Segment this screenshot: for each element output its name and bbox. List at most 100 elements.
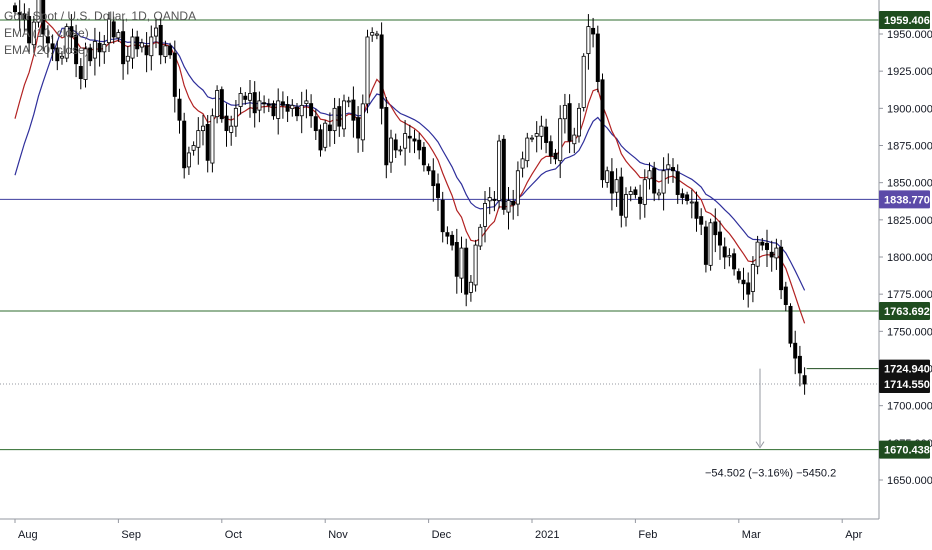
candle-down [652, 167, 657, 194]
price-tag-1838.770: 1838.770 [879, 190, 930, 209]
candle-up [92, 41, 97, 59]
candle-down [262, 102, 267, 105]
candle-down [294, 106, 299, 117]
price-tag-bg [879, 440, 930, 459]
candle-down [440, 199, 445, 233]
candle-up [656, 192, 661, 196]
candle-down [553, 152, 558, 160]
candle-down [384, 107, 389, 166]
price-tick-label: 1925.000 [887, 66, 932, 78]
candle-down [722, 246, 727, 258]
candle-up [727, 255, 732, 258]
candle-up [299, 104, 304, 117]
candle-up [238, 93, 243, 107]
candle-down [22, 13, 27, 20]
price-tick-label: 1825.000 [887, 215, 932, 227]
price-tick-label: 1850.000 [887, 178, 932, 190]
candle-down [27, 16, 32, 44]
candle-up [139, 42, 144, 48]
candle-down [55, 47, 60, 62]
candle-down [680, 193, 685, 198]
candle-down [435, 183, 440, 198]
candle-up [191, 145, 196, 151]
legend-ema10[interactable]: EMA (10, close) [4, 26, 89, 40]
candle-down [450, 234, 455, 246]
candle-up [229, 125, 234, 133]
candle-up [562, 104, 567, 120]
candle-down [271, 103, 276, 117]
candle-down [779, 246, 784, 291]
candle-up [257, 100, 262, 111]
price-tag-bg [879, 359, 930, 378]
candle-down [285, 104, 290, 112]
candle-down [431, 170, 436, 187]
candle-down [619, 176, 624, 216]
price-range-measure: −54.502 (−3.16%) −5450.2 [705, 368, 836, 480]
candle-up [332, 107, 337, 132]
candle-down [168, 45, 173, 56]
candle-up [365, 36, 370, 105]
candle-down [760, 241, 765, 246]
candle-up [233, 107, 238, 127]
price-tag-bg [879, 190, 930, 209]
candle-down [703, 226, 708, 265]
candle-up [581, 55, 586, 108]
candle-up [102, 44, 107, 53]
price-tag-label: 1838.770 [884, 194, 930, 206]
candle-down [41, 0, 46, 35]
candle-down [280, 101, 285, 106]
price-tag-1724.940: 1724.940 [879, 359, 930, 378]
candle-down [718, 231, 723, 246]
candle-up [346, 100, 351, 103]
measure-arrow-head [755, 441, 765, 449]
time-tick-label: Nov [328, 529, 348, 541]
candle-up [83, 48, 88, 80]
candle-down [765, 242, 770, 250]
candle-down [492, 198, 497, 201]
time-tick-label: Sep [121, 529, 141, 541]
candle-down [633, 189, 638, 195]
price-tag-label: 1670.438 [884, 445, 930, 457]
price-tag-bg [879, 11, 930, 30]
candle-down [158, 24, 163, 56]
candle-up [210, 115, 215, 164]
candle-up [116, 32, 121, 39]
candle-up [647, 170, 652, 180]
candle-down [309, 103, 314, 117]
ema-lines [14, 17, 806, 324]
candle-up [515, 170, 520, 205]
candle-down [417, 139, 422, 151]
candle-up [360, 103, 365, 141]
candle-down [501, 138, 506, 210]
price-tag-1959.406: 1959.406 [879, 11, 930, 30]
candle-up [642, 179, 647, 205]
candle-up [468, 281, 473, 293]
price-tick-label: 1875.000 [887, 141, 932, 153]
candle-down [793, 342, 798, 359]
candle-down [595, 33, 600, 82]
candle-down [511, 200, 516, 206]
candle-up [572, 134, 577, 145]
candle-up [64, 26, 69, 59]
candle-down [732, 253, 737, 270]
legend-ema20[interactable]: EMA (20, close) [4, 43, 89, 57]
candle-up [661, 170, 666, 194]
candle-up [750, 264, 755, 292]
candle-up [196, 130, 201, 148]
candle-up [125, 55, 130, 62]
candle-up [689, 201, 694, 204]
price-tag-bg [879, 301, 930, 320]
candle-up [60, 55, 65, 59]
price-tick-label: 1775.000 [887, 289, 932, 301]
candle-down [177, 98, 182, 121]
candle-up [520, 158, 525, 169]
candle-up [605, 170, 610, 183]
price-tick-label: 1650.000 [887, 475, 932, 487]
legend-symbol[interactable]: Gold Spot / U.S. Dollar, 1D, OANDA [4, 9, 197, 23]
candle-down [266, 103, 271, 106]
candle-down [111, 21, 116, 38]
candle-down [74, 34, 79, 65]
candle-down [788, 305, 793, 344]
candle-down [12, 5, 17, 13]
